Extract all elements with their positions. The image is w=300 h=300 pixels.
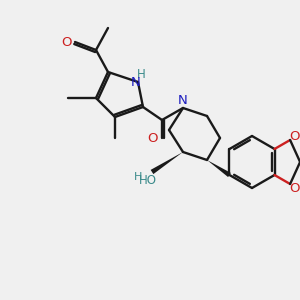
Polygon shape bbox=[207, 160, 231, 177]
Text: O: O bbox=[289, 182, 299, 194]
Text: HO: HO bbox=[139, 175, 157, 188]
Text: O: O bbox=[148, 131, 158, 145]
Text: H: H bbox=[134, 172, 142, 182]
Text: N: N bbox=[131, 76, 141, 88]
Text: O: O bbox=[62, 35, 72, 49]
Polygon shape bbox=[151, 152, 183, 174]
Text: O: O bbox=[289, 130, 299, 142]
Text: N: N bbox=[178, 94, 188, 106]
Text: H: H bbox=[136, 68, 146, 80]
